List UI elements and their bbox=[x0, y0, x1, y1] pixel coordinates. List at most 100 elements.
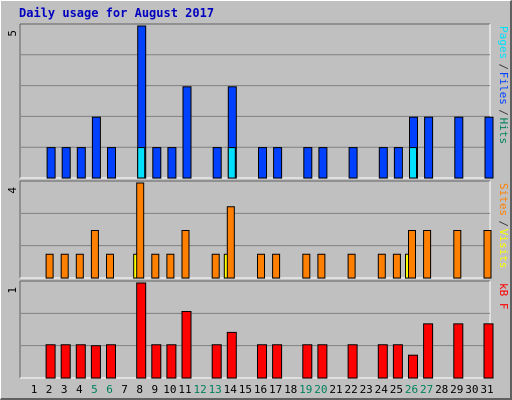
kbytes-bar bbox=[272, 344, 283, 379]
sites-bar bbox=[106, 253, 114, 279]
files-bar bbox=[378, 147, 388, 179]
x-tick-label: 7 bbox=[121, 383, 128, 396]
x-tick-label: 18 bbox=[284, 383, 297, 396]
sites-bar bbox=[408, 230, 416, 279]
files-bar bbox=[76, 147, 86, 179]
files-bar bbox=[258, 147, 267, 179]
sites-bar bbox=[226, 206, 235, 279]
x-tick-label: 21 bbox=[329, 383, 342, 396]
x-tick-label: 12 bbox=[193, 383, 206, 396]
kbytes-bar bbox=[317, 344, 328, 379]
chart-title: Daily usage for August 2017 bbox=[19, 6, 215, 20]
kbytes-bar bbox=[151, 344, 162, 379]
files-bar bbox=[424, 116, 434, 179]
files-bar bbox=[152, 147, 162, 179]
files-bar bbox=[182, 86, 192, 179]
x-tick-label: 2 bbox=[46, 383, 53, 396]
files-bar bbox=[91, 116, 101, 179]
sites-bar bbox=[302, 253, 311, 279]
files-bar bbox=[107, 147, 116, 179]
sites-bar bbox=[377, 253, 386, 279]
x-tick-label: 31 bbox=[480, 383, 493, 396]
pages-bar bbox=[409, 147, 417, 179]
kbytes-bar bbox=[90, 345, 101, 379]
legend-entry: Files bbox=[497, 72, 510, 105]
sites-bar bbox=[453, 230, 462, 279]
legend-entry: Pages bbox=[497, 26, 510, 59]
x-tick-label: 8 bbox=[136, 383, 143, 396]
sites-bar bbox=[423, 230, 432, 279]
kbytes-bar bbox=[106, 344, 116, 379]
x-tick-label: 11 bbox=[178, 383, 191, 396]
x-tick-label: 9 bbox=[151, 383, 158, 396]
x-tick-label: 22 bbox=[344, 383, 357, 396]
kbytes-bar bbox=[45, 344, 56, 379]
files-bar bbox=[348, 147, 358, 179]
x-tick-label: 14 bbox=[224, 383, 238, 396]
files-bar bbox=[454, 116, 464, 179]
files-bar bbox=[484, 116, 494, 179]
kbytes-bar bbox=[257, 344, 267, 379]
sites-bar bbox=[272, 253, 281, 279]
kbytes-bar bbox=[211, 344, 222, 379]
kbytes-bar bbox=[483, 323, 494, 379]
kbytes-bar bbox=[166, 344, 177, 379]
y-max-label: 1 bbox=[6, 287, 19, 294]
sites-bar bbox=[75, 253, 84, 279]
plot-area bbox=[20, 281, 490, 378]
files-bar bbox=[212, 147, 222, 179]
x-tick-label: 30 bbox=[465, 383, 478, 396]
x-tick-label: 29 bbox=[450, 383, 463, 396]
sites-bar bbox=[90, 230, 99, 279]
x-tick-label: 28 bbox=[435, 383, 448, 396]
legend-entry: kB F bbox=[497, 283, 510, 310]
kbytes-bar bbox=[377, 344, 388, 379]
pages-bar bbox=[137, 147, 146, 179]
kbytes-bar bbox=[392, 344, 403, 379]
x-tick-label: 26 bbox=[405, 383, 418, 396]
sites-bar bbox=[257, 253, 265, 279]
y-max-label: 4 bbox=[6, 187, 19, 194]
x-tick-label: 24 bbox=[375, 383, 389, 396]
sites-bar bbox=[211, 253, 220, 279]
sites-bar bbox=[347, 253, 356, 279]
sites-bar bbox=[181, 230, 190, 279]
kbytes-bar bbox=[60, 344, 71, 379]
files-bar bbox=[273, 147, 283, 179]
x-tick-label: 3 bbox=[61, 383, 68, 396]
sites-bar bbox=[166, 253, 175, 279]
x-tick-label: 13 bbox=[209, 383, 222, 396]
kbytes-bar bbox=[423, 323, 434, 379]
x-tick-label: 20 bbox=[314, 383, 327, 396]
legend-entry: / bbox=[497, 109, 510, 116]
kbytes-bar bbox=[136, 282, 147, 379]
x-tick-label: 4 bbox=[76, 383, 83, 396]
sites-bar bbox=[317, 253, 326, 279]
kbytes-bar bbox=[408, 354, 418, 379]
files-bar bbox=[167, 147, 177, 179]
pages-bar bbox=[227, 147, 236, 179]
x-tick-label: 16 bbox=[254, 383, 267, 396]
y-max-label: 5 bbox=[6, 30, 19, 37]
files-bar bbox=[393, 147, 403, 179]
x-tick-label: 5 bbox=[91, 383, 98, 396]
x-tick-label: 23 bbox=[360, 383, 373, 396]
x-tick-label: 19 bbox=[299, 383, 312, 396]
files-bar bbox=[303, 147, 313, 179]
kbytes-bar bbox=[226, 331, 237, 379]
files-bar bbox=[46, 147, 56, 179]
kbytes-bar bbox=[302, 344, 313, 379]
sites-bar bbox=[45, 253, 54, 279]
kbytes-bar bbox=[181, 311, 192, 379]
sites-bar bbox=[136, 182, 145, 279]
plot-area bbox=[20, 24, 490, 178]
x-tick-label: 10 bbox=[163, 383, 176, 396]
x-tick-label: 15 bbox=[239, 383, 252, 396]
legend-entry: / bbox=[497, 221, 510, 228]
kbytes-bar bbox=[75, 344, 86, 379]
sites-bar bbox=[151, 253, 160, 279]
kbytes-bar bbox=[347, 344, 358, 379]
sites-bar bbox=[483, 230, 492, 279]
sites-bar bbox=[392, 253, 401, 279]
